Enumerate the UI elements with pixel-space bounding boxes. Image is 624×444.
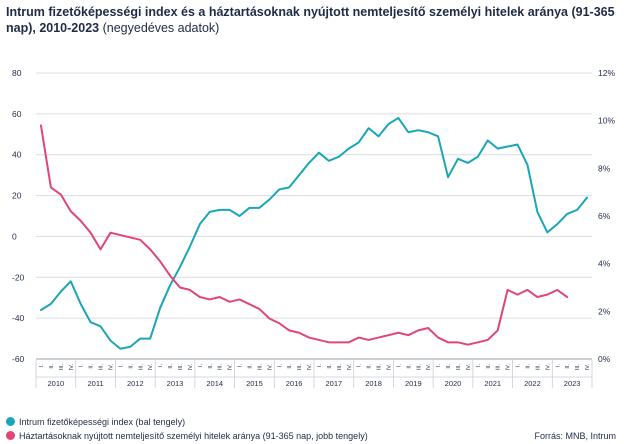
quarter-tick-label: IV.	[545, 364, 551, 371]
year-label: 2012	[127, 379, 144, 388]
quarter-tick-label: I.	[436, 364, 442, 368]
quarter-tick-label: II.	[208, 364, 214, 369]
quarter-tick-label: II.	[327, 364, 333, 369]
year-label: 2021	[484, 379, 501, 388]
quarter-tick-label: III.	[575, 364, 581, 371]
right-axis-tick-label: 6%	[598, 211, 611, 221]
left-axis-tick-label: 0	[12, 231, 17, 241]
year-label: 2019	[405, 379, 422, 388]
left-axis-tick-label: 60	[12, 109, 22, 119]
quarter-tick-label: II.	[247, 364, 253, 369]
quarter-tick-label: II.	[446, 364, 452, 369]
legend-label-npl: Háztartásoknak nyújtott nemteljesítő sze…	[19, 431, 368, 441]
quarter-tick-label: I.	[555, 364, 561, 368]
quarter-tick-label: III.	[535, 364, 541, 371]
left-axis-tick-label: 40	[12, 150, 22, 160]
quarter-tick-label: I.	[476, 364, 482, 368]
quarter-tick-label: II.	[486, 364, 492, 369]
quarter-tick-label: IV.	[69, 364, 75, 371]
quarter-tick-label: I.	[516, 364, 522, 368]
left-axis-tick-label: -20	[12, 272, 25, 282]
quarter-tick-label: III.	[218, 364, 224, 371]
quarter-tick-label: III.	[138, 364, 144, 371]
quarter-tick-label: III.	[496, 364, 502, 371]
source-note: Forrás: MNB, Intrum	[534, 431, 616, 441]
quarter-tick-label: III.	[178, 364, 184, 371]
quarter-tick-label: III.	[456, 364, 462, 371]
year-label: 2011	[88, 379, 104, 388]
quarter-tick-label: III.	[59, 364, 65, 371]
right-axis-tick-label: 8%	[598, 163, 611, 173]
quarter-tick-label: IV.	[228, 364, 234, 371]
year-label: 2023	[564, 379, 581, 388]
quarter-tick-label: IV.	[426, 364, 432, 371]
left-axis-tick-label: -60	[12, 354, 25, 364]
year-label: 2016	[286, 379, 303, 388]
legend-label-index: Intrum fizetőképességi index (bal tengel…	[19, 417, 186, 427]
series-line-index	[39, 116, 589, 350]
quarter-tick-label: IV.	[188, 364, 194, 371]
quarter-tick-label: II.	[128, 364, 134, 369]
quarter-tick-label: III.	[337, 364, 343, 371]
quarter-tick-label: I.	[396, 364, 402, 368]
right-axis-tick-label: 4%	[598, 259, 611, 269]
chart-title: Intrum fizetőképességi index és a háztar…	[6, 4, 616, 36]
quarter-tick-label: I.	[317, 364, 323, 368]
legend-swatch-pink	[6, 431, 15, 440]
quarter-tick-label: II.	[367, 364, 373, 369]
year-label: 2013	[167, 379, 184, 388]
quarter-tick-label: II.	[89, 364, 95, 369]
year-label: 2010	[48, 379, 65, 388]
quarter-tick-label: I.	[79, 364, 85, 368]
left-axis-tick-label: 20	[12, 191, 22, 201]
quarter-tick-label: I.	[198, 364, 204, 368]
year-label: 2015	[246, 379, 263, 388]
quarter-tick-label: I.	[118, 364, 124, 368]
right-axis-tick-label: 10%	[598, 116, 615, 126]
year-label: 2020	[445, 379, 462, 388]
year-label: 2017	[326, 379, 343, 388]
title-main: Intrum fizetőképességi index és a háztar…	[6, 5, 615, 35]
quarter-tick-label: III.	[377, 364, 383, 371]
right-axis-tick-label: 0%	[598, 354, 611, 364]
quarter-tick-label: IV.	[148, 364, 154, 371]
quarter-tick-label: IV.	[585, 364, 591, 371]
left-axis-tick-label: 80	[12, 68, 22, 78]
quarter-tick-label: II.	[565, 364, 571, 369]
quarter-tick-label: I.	[158, 364, 164, 368]
quarter-tick-label: II.	[525, 364, 531, 369]
right-axis-tick-label: 12%	[598, 68, 615, 78]
quarter-tick-label: IV.	[466, 364, 472, 371]
legend-item-npl: Háztartásoknak nyújtott nemteljesítő sze…	[6, 431, 368, 441]
quarter-tick-label: I.	[39, 364, 45, 368]
quarter-tick-label: IV.	[506, 364, 512, 371]
legend-item-index: Intrum fizetőképességi index (bal tengel…	[6, 417, 185, 427]
quarter-tick-label: I.	[277, 364, 283, 368]
quarter-tick-label: II.	[406, 364, 412, 369]
left-axis-tick-label: -40	[12, 313, 25, 323]
quarter-tick-label: III.	[257, 364, 263, 371]
quarter-tick-label: II.	[49, 364, 55, 369]
title-subtitle: (negyedéves adatok)	[102, 21, 220, 35]
quarter-tick-label: I.	[238, 364, 244, 368]
quarter-tick-label: II.	[287, 364, 293, 369]
quarter-tick-label: I.	[357, 364, 363, 368]
year-label: 2022	[524, 379, 541, 388]
quarter-tick-label: IV.	[267, 364, 273, 371]
quarter-tick-label: III.	[99, 364, 105, 371]
quarter-tick-label: IV.	[386, 364, 392, 371]
year-label: 2018	[365, 379, 382, 388]
quarter-tick-label: III.	[297, 364, 303, 371]
series-line-npl	[39, 124, 569, 346]
quarter-tick-label: II.	[168, 364, 174, 369]
quarter-tick-label: IV.	[108, 364, 114, 371]
right-axis-tick-label: 2%	[598, 306, 611, 316]
year-label: 2014	[206, 379, 223, 388]
quarter-tick-label: III.	[416, 364, 422, 371]
legend-swatch-teal	[6, 417, 15, 426]
quarter-tick-label: IV.	[307, 364, 313, 371]
quarter-tick-label: IV.	[347, 364, 353, 371]
